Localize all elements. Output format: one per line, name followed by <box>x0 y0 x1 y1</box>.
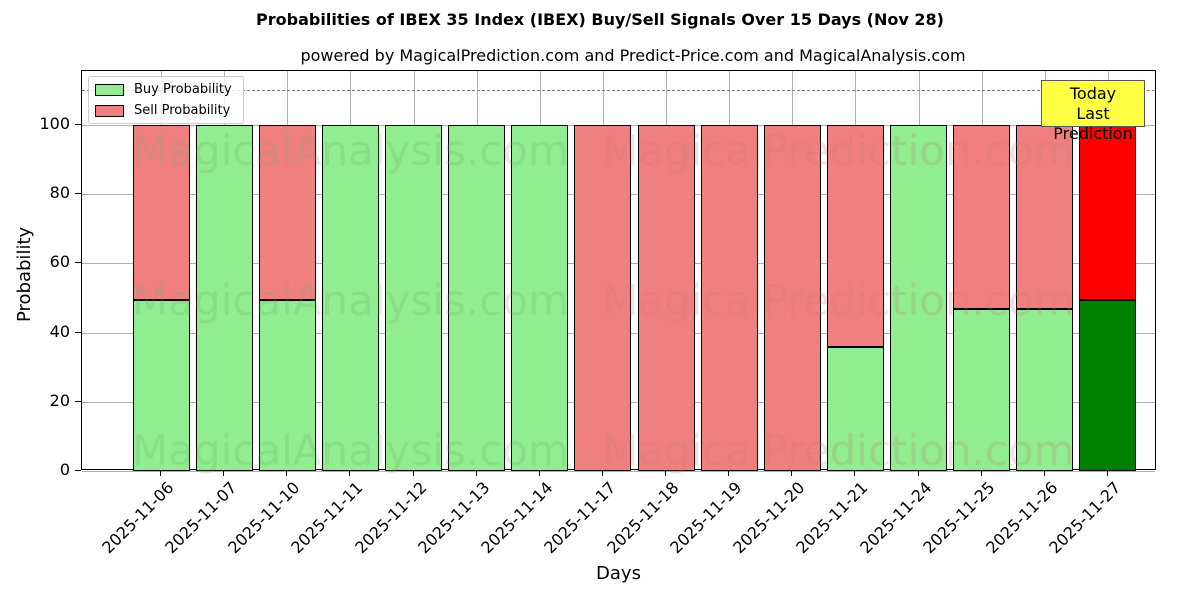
bar-2025-11-25 <box>953 71 1011 471</box>
y-tick-label: 80 <box>49 183 70 203</box>
sell-segment <box>574 125 632 471</box>
legend-item-sell: Sell Probability <box>95 103 230 118</box>
plot-area: MagicalAnalysis.com MagicalPrediction.com… <box>81 70 1156 475</box>
y-tick-label: 60 <box>49 252 70 272</box>
sell-segment <box>953 125 1011 310</box>
sell-segment <box>763 125 821 471</box>
x-tick <box>286 470 288 476</box>
today-annotation: Today Last Prediction <box>1041 80 1145 143</box>
y-tick <box>75 400 81 402</box>
legend-sell-label: Sell Probability <box>134 103 231 118</box>
y-tick <box>75 262 81 264</box>
legend-buy-label: Buy Probability <box>134 82 232 97</box>
x-tick <box>665 470 667 476</box>
buy-swatch-icon <box>95 83 124 96</box>
chart-title: Probabilities of IBEX 35 Index (IBEX) Bu… <box>256 10 944 29</box>
y-axis-label: Probability <box>14 226 35 322</box>
x-axis-label: Days <box>596 563 641 584</box>
buy-segment <box>890 125 948 471</box>
buy-segment <box>826 347 884 471</box>
x-tick <box>728 470 730 476</box>
x-tick <box>1043 470 1045 476</box>
bar-2025-11-12 <box>385 71 443 471</box>
x-tick <box>980 470 982 476</box>
buy-segment <box>1016 309 1074 471</box>
x-tick <box>601 470 603 476</box>
bar-2025-11-19 <box>700 71 758 471</box>
buy-segment <box>321 125 379 471</box>
bar-2025-11-06 <box>132 71 190 471</box>
bar-2025-11-07 <box>195 71 253 471</box>
x-tick <box>412 470 414 476</box>
buy-segment <box>1079 300 1137 471</box>
buy-segment <box>258 300 316 471</box>
x-tick <box>854 470 856 476</box>
x-tick <box>1106 470 1108 476</box>
buy-segment <box>195 125 253 471</box>
today-label: Today <box>1069 84 1117 103</box>
legend-item-buy: Buy Probability <box>95 82 232 97</box>
bar-2025-11-26 <box>1016 71 1074 471</box>
sell-segment <box>1016 125 1074 310</box>
buy-segment <box>953 309 1011 471</box>
bar-2025-11-20 <box>763 71 821 471</box>
x-tick <box>475 470 477 476</box>
chart-subtitle: powered by MagicalPrediction.com and Pre… <box>300 46 966 65</box>
sell-segment <box>1079 125 1137 301</box>
y-tick <box>75 193 81 195</box>
sell-segment <box>637 125 695 471</box>
sell-segment <box>826 125 884 348</box>
sell-segment <box>258 125 316 301</box>
buy-segment <box>132 300 190 471</box>
buy-segment <box>448 125 506 471</box>
y-tick-label: 40 <box>49 321 70 341</box>
x-tick <box>791 470 793 476</box>
sell-segment <box>132 125 190 301</box>
x-tick <box>917 470 919 476</box>
buy-segment <box>511 125 569 471</box>
gridline-horizontal <box>82 471 1155 472</box>
y-tick <box>75 331 81 333</box>
y-tick <box>75 124 81 125</box>
x-tick <box>349 470 351 476</box>
bar-2025-11-14 <box>511 71 569 471</box>
bar-2025-11-21 <box>826 71 884 471</box>
bar-2025-11-24 <box>890 71 948 471</box>
sell-segment <box>700 125 758 471</box>
x-tick <box>538 470 540 476</box>
y-tick-label: 100 <box>39 114 70 133</box>
buy-segment <box>385 125 443 471</box>
bar-2025-11-27 <box>1079 71 1137 471</box>
bar-2025-11-11 <box>321 71 379 471</box>
x-tick <box>160 470 161 476</box>
reference-line <box>82 90 1155 92</box>
y-tick-label: 0 <box>59 460 70 479</box>
bar-2025-11-13 <box>448 71 506 471</box>
bar-2025-11-17 <box>574 71 632 471</box>
sell-swatch-icon <box>95 104 124 117</box>
x-tick <box>223 470 225 476</box>
y-tick-label: 20 <box>49 390 70 410</box>
last-prediction-label: Last Prediction <box>1053 104 1133 143</box>
y-tick <box>75 470 81 471</box>
bar-2025-11-10 <box>258 71 316 471</box>
legend: Buy Probability Sell Probability <box>88 76 244 124</box>
bar-2025-11-18 <box>637 71 695 471</box>
